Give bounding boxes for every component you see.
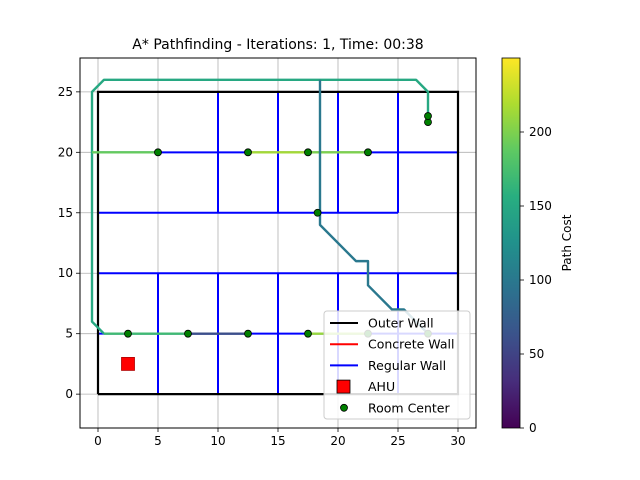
colorbar-tick-label: 50 bbox=[529, 347, 544, 361]
legend-swatch bbox=[340, 403, 348, 412]
room-center-point bbox=[304, 329, 312, 338]
room-center-point bbox=[244, 148, 252, 157]
y-tick-label: 15 bbox=[58, 206, 73, 220]
y-tick-label: 5 bbox=[65, 327, 73, 341]
y-tick-label: 0 bbox=[65, 387, 73, 401]
room-center-point bbox=[424, 112, 432, 120]
colorbar: 0 50 100 150 200 Path Cost bbox=[501, 57, 574, 435]
room-center-point bbox=[304, 148, 312, 157]
x-tick-label: 20 bbox=[330, 434, 345, 448]
legend: Outer Wall Concrete Wall Regular Wall AHU Ro… bbox=[323, 310, 471, 420]
room-center-point bbox=[184, 329, 192, 338]
colorbar-tick-label: 150 bbox=[529, 199, 552, 213]
room-center-point bbox=[124, 329, 132, 338]
legend-label: Regular Wall bbox=[368, 358, 446, 373]
legend-label: Room Center bbox=[368, 400, 451, 415]
legend-label: Concrete Wall bbox=[368, 337, 454, 352]
x-tick-label: 15 bbox=[270, 434, 285, 448]
room-center-point bbox=[364, 148, 372, 157]
legend-label: AHU bbox=[368, 379, 395, 394]
x-axis-ticks: 0 5 10 15 20 25 30 bbox=[94, 428, 466, 448]
ahu-marker bbox=[121, 357, 135, 371]
x-tick-label: 5 bbox=[154, 434, 162, 448]
colorbar-tick-label: 0 bbox=[529, 421, 537, 435]
x-tick-label: 25 bbox=[390, 434, 405, 448]
y-tick-label: 25 bbox=[58, 85, 73, 99]
colorbar-gradient bbox=[501, 57, 521, 429]
colorbar-tick-label: 200 bbox=[529, 125, 552, 139]
path-segment bbox=[90, 78, 430, 335]
legend-swatch bbox=[336, 379, 351, 394]
chart-title: A* Pathfinding - Iterations: 1, Time: 00… bbox=[132, 37, 423, 53]
y-tick-label: 10 bbox=[58, 266, 73, 280]
room-center-point bbox=[313, 208, 322, 217]
x-tick-label: 10 bbox=[210, 434, 225, 448]
legend-label: Outer Wall bbox=[368, 316, 434, 331]
x-tick-label: 0 bbox=[94, 434, 102, 448]
legend-box bbox=[323, 310, 471, 420]
room-center-point bbox=[154, 148, 162, 157]
x-tick-label: 30 bbox=[450, 434, 465, 448]
room-center-point bbox=[244, 329, 252, 338]
colorbar-tick-label: 100 bbox=[529, 273, 552, 287]
y-axis-ticks: 0 5 10 15 20 25 bbox=[58, 85, 80, 401]
y-tick-label: 20 bbox=[58, 145, 73, 159]
colorbar-label: Path Cost bbox=[560, 214, 574, 271]
